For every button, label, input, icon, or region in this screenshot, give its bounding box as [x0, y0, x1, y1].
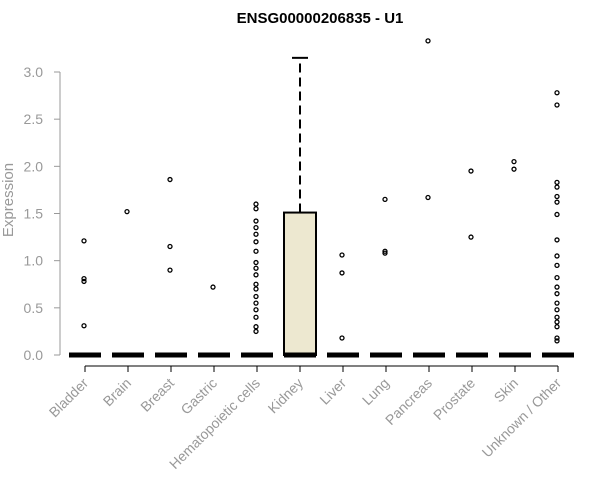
outlier-point: [511, 158, 517, 165]
y-tick-label: 2.0: [24, 158, 44, 174]
x-tick-label: Pancreas: [382, 375, 435, 428]
outlier-point: [554, 102, 560, 108]
outlier-point: [554, 237, 560, 243]
outlier-point: [253, 272, 259, 278]
y-tick-label: 2.5: [24, 111, 44, 127]
y-tick-label: 1.0: [24, 253, 44, 269]
outlier-point: [554, 262, 560, 269]
outlier-point: [468, 168, 474, 174]
outlier-point: [253, 307, 259, 313]
outlier-point: [554, 291, 560, 297]
outlier-point: [253, 265, 259, 271]
y-axis: 0.0 0.5 1.0 1.5 2.0 2.5 3.0: [24, 64, 61, 363]
outlier-point: [81, 278, 87, 285]
outlier-point: [554, 300, 560, 306]
outlier-point: [81, 238, 87, 244]
outlier-point: [554, 90, 560, 96]
outlier-point: [554, 193, 560, 200]
outlier-point: [554, 307, 560, 313]
outlier-point: [339, 270, 345, 276]
outliers-group: [81, 38, 560, 344]
outlier-point: [253, 231, 259, 237]
outlier-point: [81, 275, 87, 282]
outlier-point: [554, 184, 560, 190]
outlier-point: [425, 38, 431, 44]
outlier-point: [554, 335, 560, 341]
outlier-point: [554, 319, 560, 325]
outlier-point: [253, 324, 259, 330]
outlier-point: [339, 335, 345, 341]
x-tick-label: Breast: [137, 375, 177, 415]
outlier-point: [468, 234, 474, 240]
x-tick-label: Liver: [316, 375, 349, 408]
outlier-point: [253, 328, 259, 335]
outlier-point: [554, 274, 560, 281]
outlier-point: [382, 250, 388, 256]
outlier-point: [253, 201, 259, 207]
y-tick-label: 0.0: [24, 347, 44, 363]
x-tick-label: Skin: [491, 375, 522, 406]
outlier-point: [554, 211, 560, 218]
outlier-point: [210, 284, 216, 290]
y-tick-label: 1.5: [24, 206, 44, 222]
box: [283, 211, 317, 356]
chart-title: ENSG00000206835 - U1: [237, 10, 404, 27]
outlier-point: [253, 206, 259, 212]
outlier-point: [81, 323, 87, 329]
x-tick-label: Brain: [100, 375, 134, 409]
outlier-point: [167, 176, 173, 183]
outlier-point: [253, 300, 259, 306]
outlier-point: [554, 253, 560, 259]
outlier-point: [253, 286, 259, 292]
outlier-point: [554, 199, 560, 205]
outlier-point: [253, 314, 259, 320]
outlier-point: [167, 243, 173, 250]
y-tick-label: 0.5: [24, 300, 44, 316]
boxes-group: [69, 56, 574, 358]
outlier-point: [554, 324, 560, 330]
outlier-point: [253, 239, 259, 245]
x-tick-label: Prostate: [430, 375, 478, 423]
outlier-point: [339, 252, 345, 258]
outlier-point: [124, 208, 130, 215]
outlier-point: [167, 267, 173, 273]
outlier-point: [253, 218, 259, 224]
outlier-point: [554, 284, 560, 290]
y-axis-label: Expression: [0, 163, 17, 237]
x-tick-label: Unknown / Other: [479, 375, 565, 461]
x-tick-label: Gastric: [177, 375, 220, 418]
outlier-point: [253, 293, 259, 300]
outlier-point: [253, 259, 259, 266]
outlier-point: [554, 338, 560, 344]
outlier-point: [253, 248, 259, 254]
outlier-point: [554, 179, 560, 186]
outlier-point: [382, 196, 388, 203]
outlier-point: [425, 194, 431, 201]
x-tick-label: Bladder: [46, 375, 92, 421]
outlier-point: [253, 281, 259, 287]
outlier-point: [554, 314, 560, 320]
outlier-point: [511, 166, 517, 172]
x-tick-label: Kidney: [265, 375, 307, 417]
outlier-point: [253, 224, 259, 231]
outlier-point: [382, 248, 388, 254]
y-tick-label: 3.0: [24, 64, 44, 80]
x-tick-label: Lung: [359, 375, 392, 408]
